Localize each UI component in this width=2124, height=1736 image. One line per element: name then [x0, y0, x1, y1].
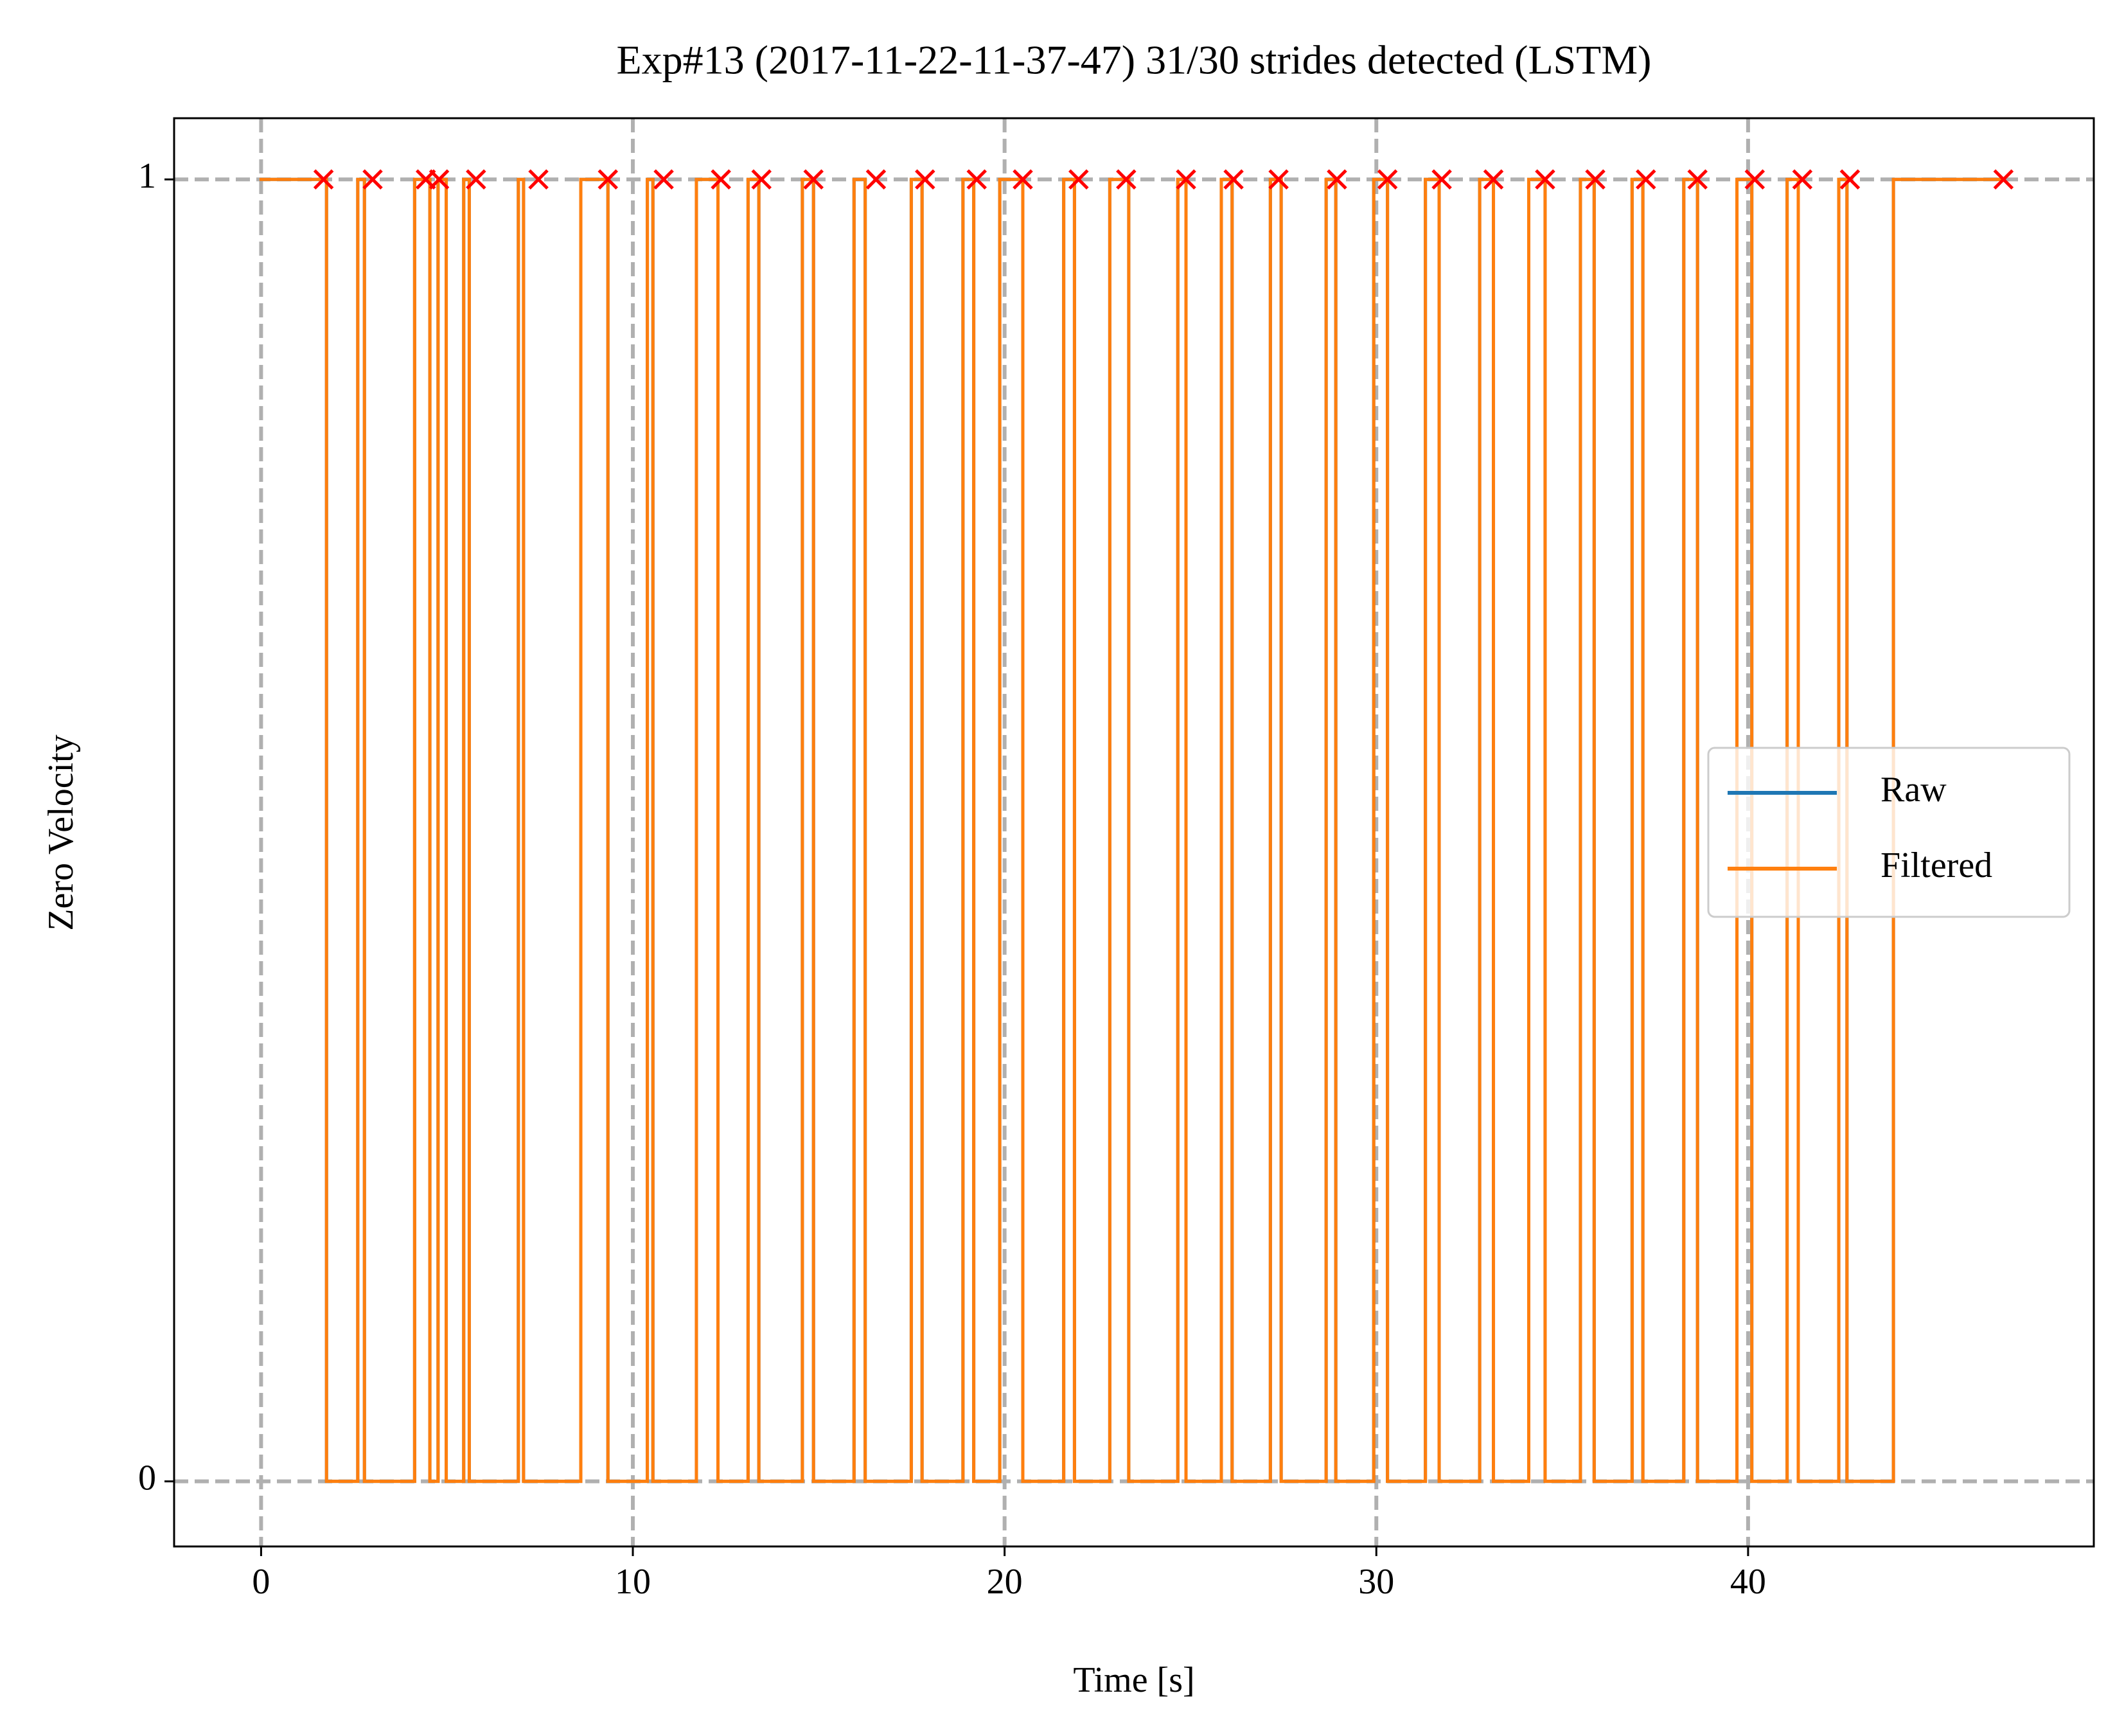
stride-marker — [1483, 169, 1504, 190]
stride-marker — [1431, 169, 1452, 190]
marker-stroke — [1223, 169, 1244, 190]
stride-marker — [1535, 169, 1555, 190]
marker-stroke — [1687, 169, 1708, 190]
marker-stroke — [1377, 169, 1398, 190]
x-tick-label: 30 — [1358, 1562, 1394, 1602]
marker-stroke — [966, 169, 987, 190]
marker-stroke — [597, 169, 619, 190]
marker-stroke — [1792, 169, 1813, 190]
stride-marker — [1744, 169, 1766, 190]
marker-stroke — [751, 169, 772, 190]
marker-stroke — [1635, 169, 1656, 190]
stride-marker — [1268, 169, 1289, 190]
stride-marker — [528, 169, 549, 190]
marker-stroke — [1176, 169, 1196, 190]
stride-marker — [1377, 169, 1398, 190]
chart-title: Exp#13 (2017-11-22-11-37-47) 31/30 strid… — [617, 37, 1652, 83]
stride-marker — [1839, 169, 1861, 190]
stride-marker — [1013, 169, 1033, 190]
series-line — [259, 177, 2001, 1484]
marker-stroke — [1268, 169, 1289, 190]
stride-marker — [966, 169, 987, 190]
marker-stroke — [653, 169, 674, 190]
stride-marker — [1223, 169, 1244, 190]
x-axis-label: Time [s] — [1073, 1660, 1194, 1700]
stride-marker — [1585, 169, 1606, 190]
marker-stroke — [1431, 169, 1452, 190]
stride-marker — [1687, 169, 1708, 190]
stride-marker — [751, 169, 772, 190]
stride-marker — [803, 169, 824, 190]
x-tick-label: 10 — [615, 1562, 651, 1602]
marker-stroke — [865, 169, 887, 190]
marker-stroke — [915, 169, 935, 190]
x-tick-label: 40 — [1730, 1562, 1766, 1602]
legend-box — [1707, 747, 2071, 918]
y-tick-label: 1 — [138, 156, 156, 196]
marker-stroke — [1744, 169, 1766, 190]
stride-marker — [711, 169, 731, 190]
x-tick-label: 20 — [987, 1562, 1023, 1602]
marker-stroke — [1535, 169, 1555, 190]
marker-stroke — [1068, 169, 1089, 190]
stride-marker — [653, 169, 674, 190]
stride-marker — [915, 169, 935, 190]
marker-stroke — [711, 169, 731, 190]
stride-marker — [1327, 169, 1347, 190]
stride-marker — [1792, 169, 1813, 190]
x-tick-label: 0 — [252, 1562, 270, 1602]
marker-stroke — [1585, 169, 1606, 190]
marker-stroke — [1483, 169, 1504, 190]
stride-marker — [466, 169, 486, 190]
marker-stroke — [1013, 169, 1033, 190]
stride-marker — [1993, 169, 2014, 190]
marker-stroke — [1839, 169, 1861, 190]
marker-stroke — [1116, 169, 1137, 190]
marker-stroke — [313, 169, 334, 190]
stride-marker — [1068, 169, 1089, 190]
y-tick-label: 0 — [138, 1458, 156, 1498]
legend-label: Raw — [1881, 770, 1947, 810]
stride-marker — [1635, 169, 1656, 190]
stride-marker — [865, 169, 887, 190]
marker-stroke — [429, 169, 450, 190]
marker-stroke — [1993, 169, 2014, 190]
marker-stroke — [466, 169, 486, 190]
marker-stroke — [1327, 169, 1347, 190]
plot-frame — [173, 117, 2095, 1548]
marker-stroke — [528, 169, 549, 190]
stride-marker — [1176, 169, 1196, 190]
stride-marker — [597, 169, 619, 190]
stride-marker — [362, 169, 383, 190]
marker-stroke — [362, 169, 383, 190]
marker-stroke — [803, 169, 824, 190]
stride-marker — [429, 169, 450, 190]
legend-label: Filtered — [1881, 846, 1992, 885]
stride-marker — [313, 169, 334, 190]
y-axis-label: Zero Velocity — [41, 734, 81, 930]
stride-marker — [1116, 169, 1137, 190]
